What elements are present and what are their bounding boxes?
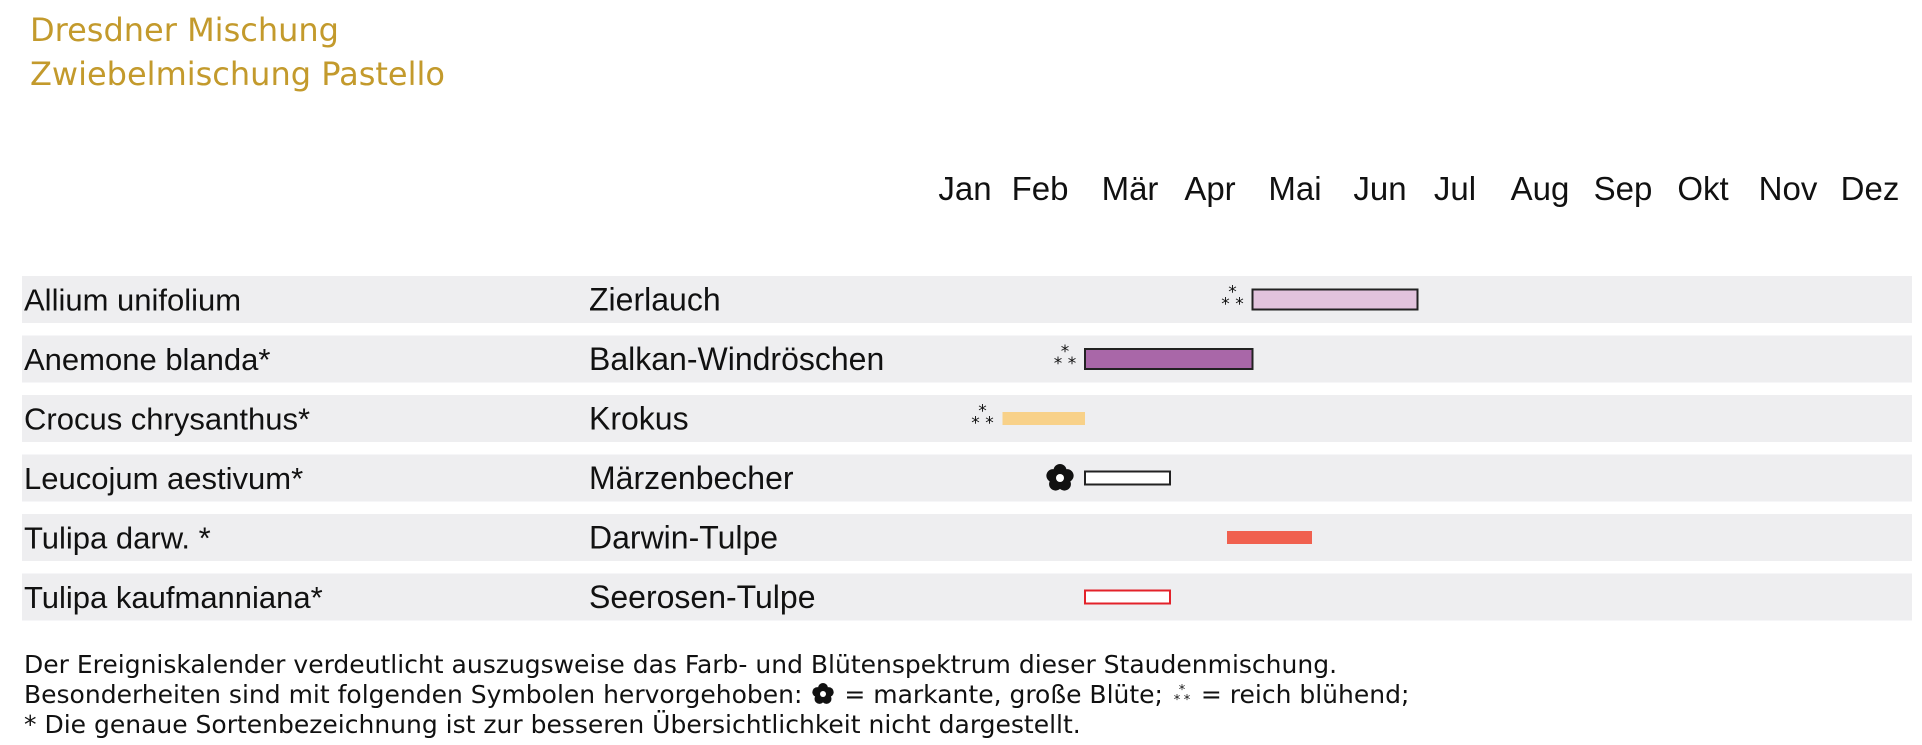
- month-label-4: Apr: [1184, 170, 1235, 207]
- legend-line-2-prefix: Besonderheiten sind mit folgenden Symbol…: [24, 680, 811, 709]
- row-band: [22, 395, 1912, 442]
- chart-rows: Allium unifolium Zierlauch ** *Anemone blan…: [22, 276, 1912, 621]
- legend-text: Der Ereigniskalender verdeutlicht auszug…: [24, 650, 1409, 740]
- row-common-name: Märzenbecher: [589, 460, 794, 496]
- month-label-3: Mär: [1102, 170, 1159, 207]
- chart-row: Leucojum aestivum* Märzenbecher: [22, 454, 1912, 502]
- chart-row: Crocus chrysanthus* Krokus ** *: [22, 395, 1912, 442]
- row-latin-name: Tulipa darw. *: [24, 521, 211, 556]
- svg-text:*: *: [1054, 354, 1063, 374]
- reich-bluehend-icon: ** *: [1054, 342, 1077, 374]
- svg-text:*: *: [1184, 693, 1191, 706]
- month-label-12: Dez: [1841, 170, 1900, 207]
- svg-text:*: *: [1061, 342, 1070, 362]
- month-label-2: Feb: [1012, 170, 1069, 207]
- row-latin-name: Crocus chrysanthus*: [24, 402, 310, 437]
- svg-text:*: *: [971, 414, 980, 434]
- svg-text:*: *: [1174, 693, 1181, 706]
- bloom-bar: [1227, 531, 1312, 544]
- row-latin-name: Allium unifolium: [24, 283, 241, 318]
- row-common-name: Zierlauch: [589, 282, 721, 318]
- markant-flower-icon: [812, 683, 835, 704]
- svg-text:*: *: [985, 414, 994, 434]
- row-band: [22, 514, 1912, 561]
- markant-flower-icon: [1046, 464, 1074, 491]
- svg-text:*: *: [1179, 684, 1186, 698]
- row-latin-name: Tulipa kaufmanniana*: [24, 580, 323, 615]
- reich-bluehend-icon: ** *: [1221, 283, 1244, 315]
- chart-row: Anemone blanda* Balkan-Windröschen ** *: [22, 335, 1912, 383]
- month-label-9: Sep: [1594, 170, 1653, 207]
- bloom-bar: [1002, 412, 1085, 425]
- chart-row: Allium unifolium Zierlauch ** *: [22, 276, 1912, 323]
- row-common-name: Darwin-Tulpe: [589, 520, 778, 556]
- month-label-10: Okt: [1677, 170, 1728, 207]
- row-latin-name: Leucojum aestivum*: [24, 461, 303, 496]
- bloom-bar: [1251, 288, 1419, 311]
- row-latin-name: Anemone blanda*: [24, 342, 270, 377]
- reich-bluehend-icon: ** *: [971, 402, 994, 434]
- chart-row: Tulipa kaufmanniana* Seerosen-Tulpe: [22, 573, 1912, 621]
- reich-bluehend-icon: ** *: [1174, 683, 1191, 708]
- row-band: [22, 335, 1912, 383]
- month-label-7: Jul: [1434, 170, 1476, 207]
- bloom-calendar-chart: Jan Feb Mär Apr Mai Jun Jul Aug Sep Okt Nov Dez All…: [22, 170, 1912, 621]
- svg-text:*: *: [1221, 295, 1230, 315]
- legend-line-3: * Die genaue Sortenbezeichnung ist zur b…: [24, 710, 1081, 739]
- bloom-bar: [1084, 470, 1171, 486]
- chart-subtitle: Zwiebelmischung Pastello: [30, 55, 445, 93]
- bloom-bar: [1084, 589, 1171, 605]
- row-common-name: Krokus: [589, 401, 689, 437]
- month-axis: Jan Feb Mär Apr Mai Jun Jul Aug Sep Okt Nov Dez: [938, 170, 1899, 207]
- bloom-bar: [1084, 348, 1254, 370]
- row-band: [22, 573, 1912, 621]
- legend-reich-label: = reich blühend;: [1192, 680, 1410, 709]
- svg-text:*: *: [1068, 354, 1077, 374]
- row-band: [22, 454, 1912, 502]
- svg-text:*: *: [1235, 295, 1244, 315]
- chart-row: Tulipa darw. * Darwin-Tulpe: [22, 514, 1912, 561]
- month-label-1: Jan: [938, 170, 991, 207]
- row-common-name: Balkan-Windröschen: [589, 341, 884, 377]
- chart-title: Dresdner Mischung: [30, 11, 339, 49]
- month-label-11: Nov: [1759, 170, 1818, 207]
- legend-line-1: Der Ereigniskalender verdeutlicht auszug…: [24, 650, 1338, 679]
- month-label-8: Aug: [1511, 170, 1570, 207]
- legend-markant-label: = markante, große Blüte;: [836, 680, 1171, 709]
- row-band: [22, 276, 1912, 323]
- row-common-name: Seerosen-Tulpe: [589, 579, 816, 615]
- legend-line-2: Besonderheiten sind mit folgenden Symbol…: [24, 680, 1409, 710]
- month-label-6: Jun: [1353, 170, 1406, 207]
- svg-text:*: *: [1228, 283, 1237, 303]
- month-label-5: Mai: [1268, 170, 1321, 207]
- svg-text:*: *: [978, 402, 987, 422]
